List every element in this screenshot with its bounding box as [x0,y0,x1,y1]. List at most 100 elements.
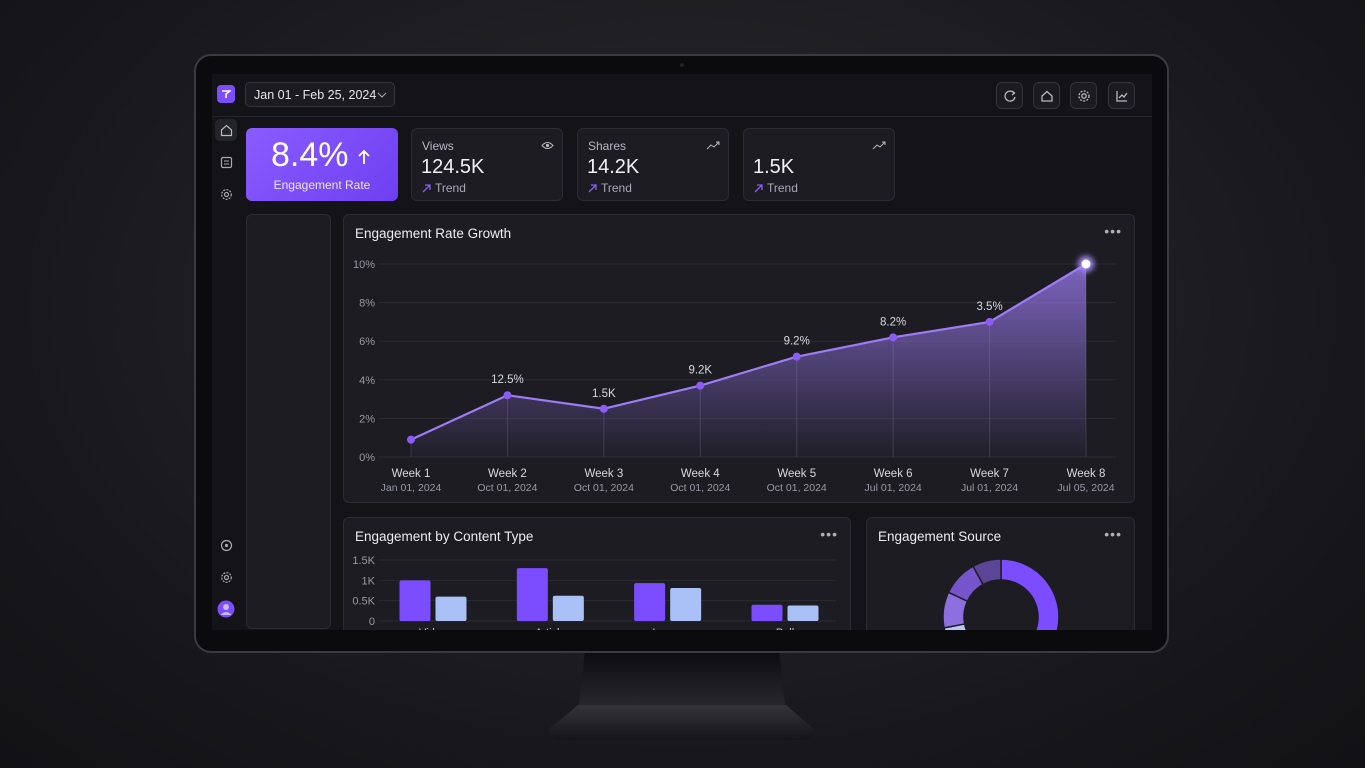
y-tick-label: 10% [353,259,375,271]
gear-icon [220,571,232,583]
app-logo [217,85,235,103]
refresh-button[interactable] [996,82,1023,109]
trend-label: Trend [767,181,798,195]
y-tick-label: 2% [359,413,375,425]
donut-chart [942,558,1060,630]
kpi-value: 14.2K [587,156,640,178]
analytics-button[interactable] [1108,82,1135,109]
trend-arrow [754,183,763,192]
avatar [217,600,235,618]
kpi-value: 124.5K [421,156,485,178]
trend-arrow [588,183,597,192]
chevron [377,92,387,98]
point-label: 1.5K [592,388,616,400]
point-label: 8.2% [880,316,906,328]
more-menu[interactable]: ••• [1104,223,1122,239]
x-tick-sublabel: Jul 01, 2024 [961,482,1018,494]
nav-preferences[interactable] [215,566,237,588]
trend-icon [872,141,886,150]
point-label: 12.5% [491,374,524,386]
kpi-trend: Trend [588,181,632,195]
point [985,317,994,326]
point [1081,259,1091,269]
more-menu[interactable]: ••• [820,526,838,542]
x-tick-label: Week 3 [584,468,623,480]
chart-title: Engagement Source [878,529,1002,544]
x-tick-sublabel: Oct 01, 2024 [574,482,634,494]
kpi-card: Shares 14.2K Trend [577,128,729,201]
y-tick-label: 0% [359,452,375,464]
home-button[interactable] [1033,82,1060,109]
donut-segment [972,558,1002,586]
y-tick-label: 8% [359,298,375,310]
donut-segment [1000,558,1060,630]
kpi-trend: Trend [754,181,798,195]
chart-title: Engagement by Content Type [355,529,534,544]
kpi-card: Views 124.5K Trend [411,128,563,201]
kpi-value: 8.4% [271,136,349,174]
x-tick-label: Week 7 [970,468,1009,480]
nav-settings[interactable] [215,183,237,205]
kpi-label: Engagement Rate [273,178,371,192]
y-tick-label: 4% [359,375,375,387]
point [599,404,608,413]
bar [751,604,783,621]
bar-chart-card: 0 0.5K 1K 1.5K Video Article Image Poll Engagem… [343,517,851,630]
kpi-trend: Trend [422,181,466,195]
nav-record[interactable] [215,534,237,556]
kpi-card: 1.5K Trend [743,128,895,201]
refresh-icon [1003,89,1016,102]
date-range-dropdown[interactable]: Jan 01 - Feb 25, 2024 [245,82,395,107]
divider [212,116,1152,117]
stand-neck [578,650,786,712]
nav-reports[interactable] [215,151,237,173]
camera [680,63,684,67]
y-tick-label: 6% [359,336,375,348]
nav-home[interactable] [215,119,237,141]
bar [552,595,584,621]
donut-chart-card: Engagement Source ••• [866,517,1135,630]
x-tick-label: Week 8 [1067,468,1106,480]
logo-glyph [222,90,231,98]
bar [670,588,702,621]
x-tick-label: Week 5 [777,468,816,480]
point-label: 3.5% [976,301,1002,313]
y-tick-label: 0.5K [352,596,375,608]
kpi-label: Views [422,139,454,153]
nav-profile[interactable] [215,598,237,620]
x-tick-sublabel: Oct 01, 2024 [767,482,827,494]
x-tick-label: Video [419,627,447,630]
kpi-label: Shares [588,139,627,153]
settings-button[interactable] [1070,82,1097,109]
point-label: 9.2K [688,365,712,377]
stand-base [548,705,815,740]
bar [516,568,548,621]
x-tick-label: Week 2 [488,468,527,480]
trend-label: Trend [435,181,466,195]
x-tick-label: Image [652,627,683,630]
up-arrow [358,149,370,164]
x-tick-sublabel: Jan 01, 2024 [381,482,442,494]
point-label: 9.2% [784,336,810,348]
point [696,381,705,390]
settings-icon [1077,89,1090,102]
reports-icon [220,156,232,168]
point [889,333,898,342]
more-menu[interactable]: ••• [1104,526,1122,542]
x-tick-sublabel: Jul 01, 2024 [865,482,922,494]
chart-title: Engagement Rate Growth [355,226,512,241]
x-tick-label: Poll [776,627,794,630]
line-chart: 0% 2% 4% 6% 8% 10% Week 1 Jan 01, 2024 Week 2 Oct… [353,256,1116,494]
bar [787,605,819,621]
record-icon [220,539,232,551]
area [411,264,1086,457]
point [503,391,512,400]
eye-icon [541,142,554,149]
bar [435,596,467,621]
y-tick-label: 0 [369,616,375,628]
x-tick-sublabel: Jul 05, 2024 [1057,482,1114,494]
line-chart-card: 0% 2% 4% 6% 8% 10% Week 1 Jan 01, 2024 Week 2 Oct… [343,214,1135,503]
bar [399,580,431,621]
x-tick-sublabel: Oct 01, 2024 [670,482,730,494]
